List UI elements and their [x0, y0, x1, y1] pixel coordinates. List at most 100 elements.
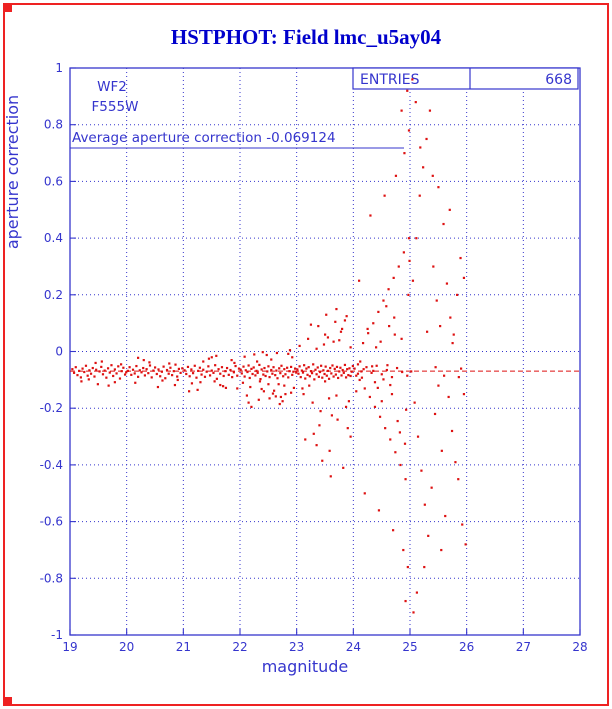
y-tick-label: -0.2	[40, 401, 63, 415]
data-point	[265, 353, 268, 357]
data-point	[339, 330, 343, 333]
data-point	[293, 367, 297, 370]
data-point	[256, 371, 259, 374]
data-point	[86, 374, 89, 377]
data-point	[426, 330, 429, 333]
data-point	[411, 78, 414, 81]
data-point	[404, 599, 407, 603]
data-point	[91, 366, 94, 370]
corner-marker-top-left	[3, 3, 12, 12]
data-point	[208, 374, 212, 377]
data-point	[234, 364, 237, 368]
data-point	[311, 401, 314, 404]
data-point	[329, 475, 332, 478]
grid	[70, 68, 580, 635]
data-point	[256, 360, 259, 363]
data-point	[437, 384, 440, 387]
data-point	[449, 316, 452, 319]
data-point	[280, 364, 283, 367]
data-point	[229, 368, 232, 372]
data-point	[384, 427, 387, 430]
data-point	[389, 383, 392, 387]
data-point	[240, 372, 243, 375]
data-point	[258, 380, 262, 383]
data-point	[128, 366, 131, 369]
data-point	[385, 368, 388, 372]
data-point	[275, 351, 279, 355]
data-point	[250, 405, 253, 408]
data-point	[270, 368, 273, 372]
data-point	[399, 463, 402, 467]
data-point	[266, 370, 269, 373]
data-point	[404, 478, 407, 481]
data-point	[306, 373, 309, 376]
data-point	[131, 368, 135, 371]
data-point	[142, 366, 145, 370]
x-tick-label: 20	[119, 640, 134, 654]
data-point	[319, 410, 322, 413]
data-point	[365, 366, 368, 369]
data-point	[165, 368, 169, 372]
data-point	[355, 390, 358, 393]
data-point	[400, 109, 403, 112]
data-point	[168, 362, 171, 365]
data-point	[200, 373, 203, 376]
data-point	[160, 370, 163, 373]
data-point	[332, 340, 335, 343]
data-point	[224, 370, 227, 373]
data-point	[215, 377, 218, 380]
data-point	[220, 366, 224, 369]
data-point	[325, 313, 328, 316]
y-tick-label: -0.4	[40, 458, 63, 472]
data-point	[336, 418, 339, 421]
data-point	[148, 361, 151, 364]
data-point	[190, 368, 193, 371]
data-point	[460, 367, 463, 370]
data-point	[258, 363, 261, 367]
data-point	[237, 367, 241, 370]
data-point	[181, 367, 184, 370]
data-point	[227, 373, 230, 376]
data-point	[233, 361, 236, 365]
data-point	[406, 374, 409, 377]
data-point	[79, 376, 82, 379]
data-point	[299, 376, 302, 379]
page-title: HSTPHOT: Field lmc_u5ay04	[171, 25, 442, 49]
data-point	[394, 174, 398, 177]
data-point	[262, 390, 265, 393]
x-tick-label: 21	[176, 640, 191, 654]
data-point	[152, 369, 155, 372]
data-point	[80, 380, 83, 383]
data-point	[185, 372, 188, 376]
data-point	[195, 376, 198, 379]
data-point	[434, 366, 437, 369]
data-point	[454, 461, 457, 464]
data-point	[161, 379, 164, 382]
camera-label: WF2	[97, 79, 127, 95]
data-point	[83, 370, 86, 374]
data-point	[253, 353, 256, 356]
data-point	[366, 327, 369, 331]
data-point	[118, 377, 122, 380]
data-point	[371, 365, 374, 368]
data-point	[342, 466, 345, 469]
y-tick-label: 0.6	[44, 174, 63, 188]
data-point	[444, 514, 447, 518]
data-point	[257, 398, 260, 401]
data-point	[246, 370, 249, 374]
data-point	[284, 393, 287, 396]
data-point	[177, 367, 180, 370]
data-point	[324, 333, 327, 336]
data-point	[292, 370, 295, 373]
data-point	[196, 388, 199, 391]
data-point	[260, 368, 263, 371]
data-point	[435, 299, 438, 302]
data-point	[232, 371, 235, 374]
data-point	[174, 363, 177, 366]
data-point	[308, 375, 311, 378]
data-point	[315, 444, 318, 447]
data-point	[346, 427, 349, 430]
data-point	[277, 383, 280, 386]
data-point	[133, 372, 136, 375]
